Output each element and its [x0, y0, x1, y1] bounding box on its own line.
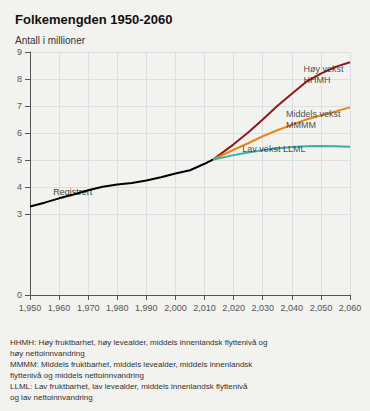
svg-text:Lav vekst LLML: Lav vekst LLML	[242, 144, 305, 154]
svg-text:1,990: 1,990	[135, 303, 158, 313]
svg-text:1,960: 1,960	[48, 303, 71, 313]
svg-text:7: 7	[17, 101, 22, 111]
svg-text:2,060: 2,060	[339, 303, 362, 313]
svg-text:1,970: 1,970	[77, 303, 100, 313]
svg-text:6: 6	[17, 128, 22, 138]
svg-text:HHMH: HHMH	[303, 75, 330, 85]
svg-text:HHMH: Høy fruktbarhet, høy lev: HHMH: Høy fruktbarhet, høy levealder, mi…	[10, 338, 267, 347]
svg-text:LLML: Lav fruktbarhet, lav lev: LLML: Lav fruktbarhet, lav levealder, mi…	[10, 382, 248, 391]
svg-text:høy nettoinnvandring: høy nettoinnvandring	[10, 349, 85, 358]
svg-text:MMMM: Middels fruktbarhet, mid: MMMM: Middels fruktbarhet, middels levea…	[10, 360, 253, 369]
svg-text:2,020: 2,020	[222, 303, 245, 313]
svg-text:1,980: 1,980	[106, 303, 129, 313]
svg-text:Høy vekst: Høy vekst	[303, 64, 344, 74]
svg-text:0: 0	[17, 290, 22, 300]
svg-text:flyttenivå og middels nettoinn: flyttenivå og middels nettoinnvandring	[10, 371, 144, 380]
svg-text:MMMM: MMMM	[286, 120, 316, 130]
svg-text:5: 5	[17, 155, 22, 165]
svg-text:2,030: 2,030	[251, 303, 274, 313]
svg-text:3: 3	[17, 209, 22, 219]
svg-text:Antall i millioner: Antall i millioner	[15, 35, 86, 46]
svg-text:og lav nettoinnvandring: og lav nettoinnvandring	[10, 393, 93, 402]
svg-text:2,050: 2,050	[310, 303, 333, 313]
svg-text:1,950: 1,950	[19, 303, 42, 313]
svg-text:4: 4	[17, 182, 22, 192]
svg-text:2,040: 2,040	[281, 303, 304, 313]
svg-text:Middels vekst: Middels vekst	[286, 109, 341, 119]
svg-text:Folkemengden 1950-2060: Folkemengden 1950-2060	[15, 12, 173, 27]
svg-text:2,010: 2,010	[193, 303, 216, 313]
svg-text:2,000: 2,000	[164, 303, 187, 313]
svg-text:8: 8	[17, 74, 22, 84]
svg-text:9: 9	[17, 47, 22, 57]
svg-text:Registrert: Registrert	[53, 187, 93, 197]
